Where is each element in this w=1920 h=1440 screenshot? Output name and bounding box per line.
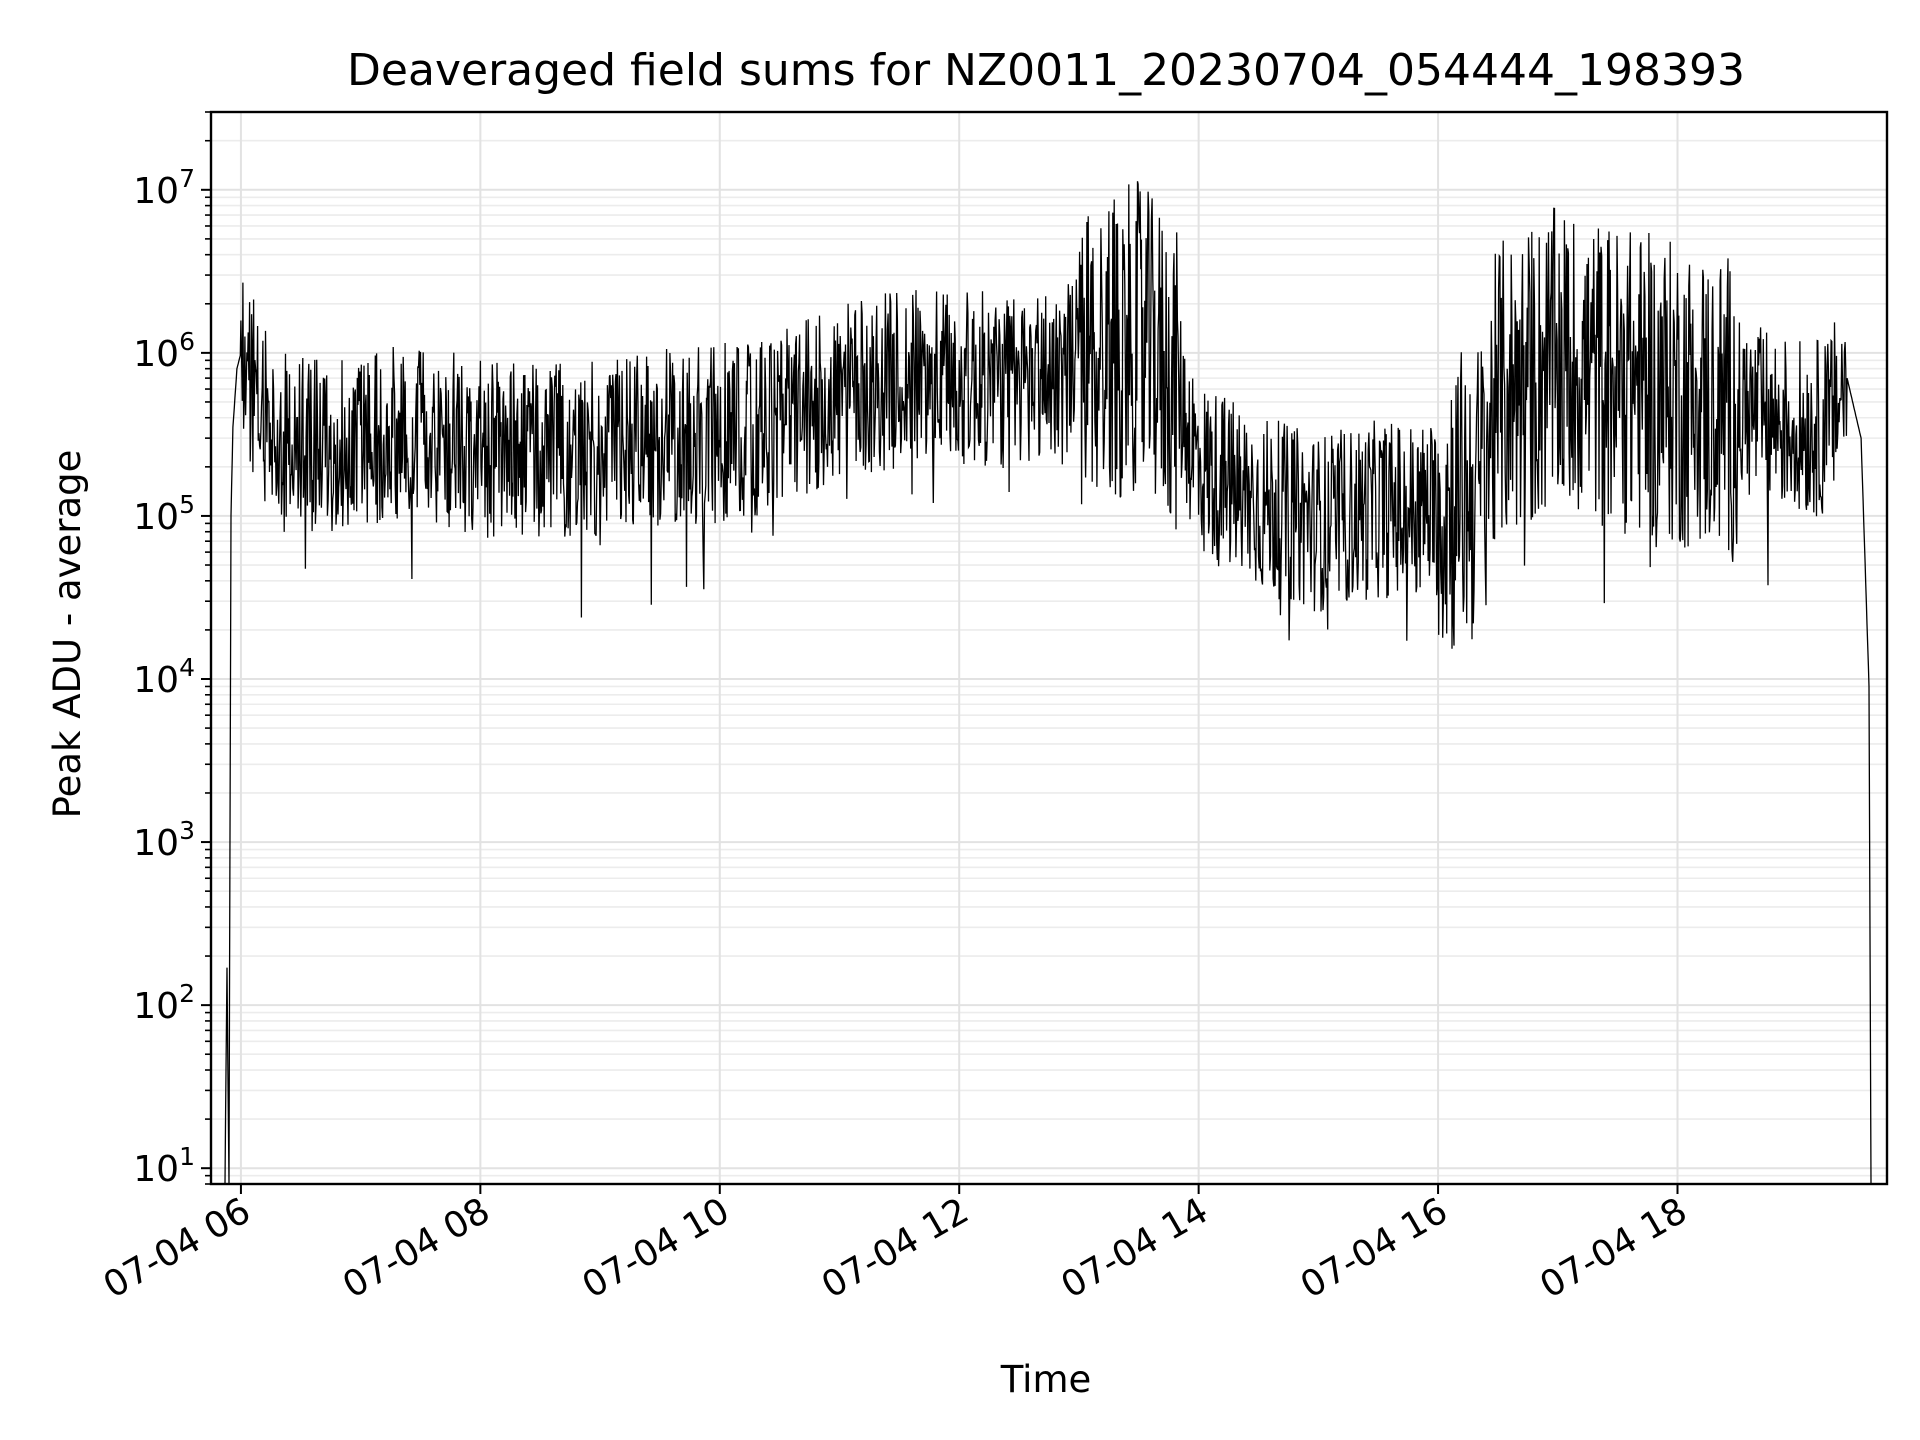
y-axis: 101 102 103 104 105 106 107: [133, 111, 211, 1190]
y-tick-label: 106: [133, 327, 195, 375]
plot-area: [224, 181, 1872, 1185]
y-tick-label: 102: [133, 979, 195, 1027]
x-axis: 07-04 06 07-04 08 07-04 10 07-04 12 07-04 14…: [97, 1184, 1694, 1307]
plot-frame: [209, 110, 1889, 1186]
x-tick-label: 07-04 14: [1054, 1190, 1215, 1306]
x-axis-label: Time: [1000, 1358, 1092, 1401]
chart-title: Deaveraged field sums for NZ0011_2023070…: [347, 45, 1745, 96]
y-tick-label: 105: [133, 490, 195, 538]
x-tick-label: 07-04 12: [815, 1190, 976, 1306]
x-tick-label: 07-04 16: [1294, 1190, 1455, 1306]
x-tick-label: 07-04 08: [336, 1190, 497, 1306]
y-tick-label: 107: [133, 164, 195, 212]
grid: [211, 111, 1887, 1185]
y-tick-label: 104: [133, 653, 195, 701]
x-tick-label: 07-04 06: [97, 1190, 258, 1306]
y-tick-label: 103: [133, 816, 195, 864]
x-tick-label: 07-04 10: [576, 1190, 737, 1306]
x-tick-label: 07-04 18: [1533, 1190, 1694, 1306]
y-tick-label: 101: [133, 1142, 195, 1190]
series-line: [224, 181, 1872, 1185]
y-axis-label: Peak ADU - average: [46, 450, 89, 819]
